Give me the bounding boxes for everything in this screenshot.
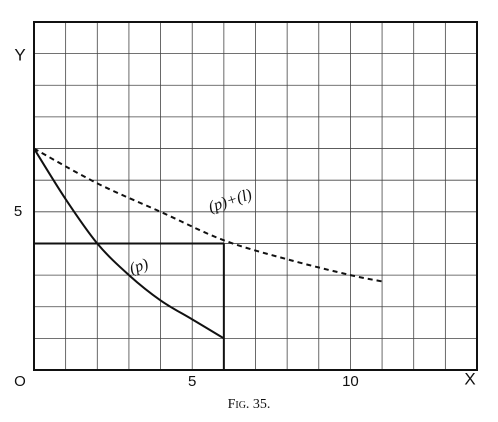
- plot-border: [33, 21, 478, 371]
- y-tick-label: 5: [14, 203, 22, 220]
- x-tick-label: 5: [188, 373, 196, 390]
- x-axis-label: X: [464, 369, 475, 388]
- curve: [33, 148, 225, 340]
- y-axis-label: Y: [14, 45, 25, 64]
- x-tick-label: 10: [342, 373, 359, 390]
- chart-title: Fig. 35.: [228, 397, 271, 412]
- curve: [33, 147, 383, 283]
- x-tick-label: O: [14, 373, 26, 390]
- curve-label: (p): [128, 256, 151, 278]
